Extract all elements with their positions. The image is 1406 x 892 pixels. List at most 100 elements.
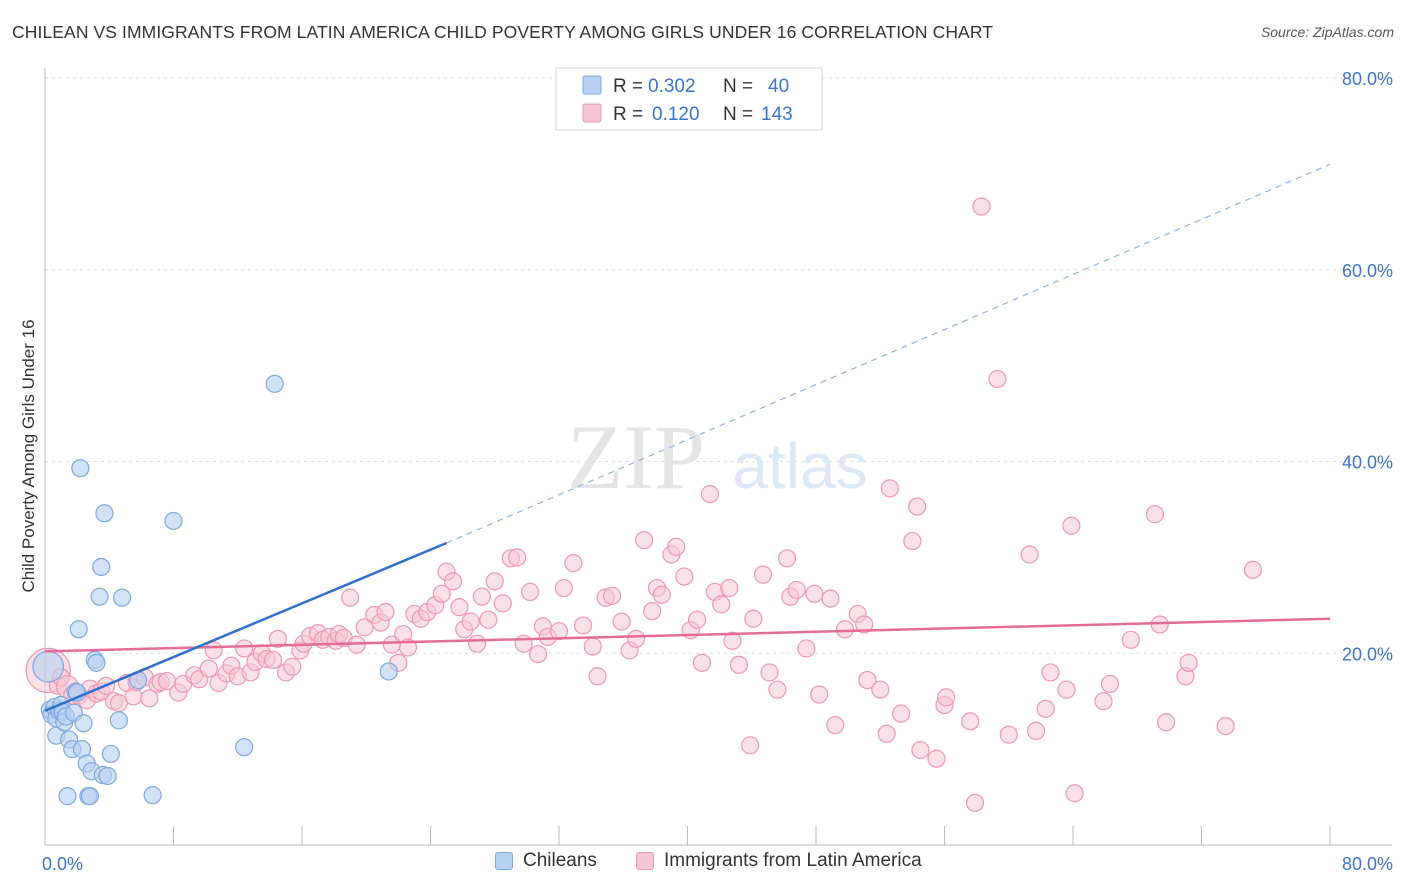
immigrants-point-112: [768, 680, 787, 699]
immigrants-point-49: [341, 588, 360, 607]
trend-layer: [44, 163, 1331, 712]
chart-title: CHILEAN VS IMMIGRANTS FROM LATIN AMERICA…: [12, 22, 994, 42]
immigrants-point-125: [871, 680, 890, 699]
legend-r-label-pink: R =: [613, 104, 643, 125]
chileans-point-23: [80, 787, 100, 806]
immigrants-point-108: [741, 736, 760, 755]
y-axis-label: Child Poverty Among Girls Under 16: [19, 319, 38, 592]
legend-swatch-pink: [582, 103, 602, 123]
immigrants-point-138: [988, 369, 1007, 389]
immigrants-point-119: [821, 589, 840, 608]
y-tick-label-2: 60.0%: [1342, 261, 1393, 281]
zipatlas-watermark: ZIP atlas: [567, 406, 868, 508]
immigrants-point-151: [1150, 615, 1169, 634]
legend-r-value-pink: 0.120: [652, 104, 700, 125]
immigrants-point-135: [961, 712, 980, 731]
source-label: Source: ZipAtlas.com: [1260, 24, 1394, 40]
chileans-point-28: [92, 557, 111, 577]
chileans-point-26: [87, 653, 106, 672]
immigrants-point-84: [573, 616, 593, 635]
immigrants-point-107: [729, 655, 749, 674]
immigrants-point-77: [520, 582, 540, 601]
chileans-point-32: [101, 744, 120, 764]
immigrants-point-116: [797, 639, 816, 658]
legend-n-label-blue: N =: [723, 76, 753, 97]
immigrants-point-156: [1243, 560, 1263, 579]
immigrants-point-98: [675, 567, 694, 586]
immigrants-point-89: [612, 612, 631, 631]
chileans-point-18: [71, 459, 90, 478]
immigrants-point-70: [472, 587, 491, 606]
immigrants-point-88: [602, 586, 622, 605]
immigrants-point-136: [965, 793, 985, 812]
immigrants-point-85: [583, 637, 602, 656]
immigrants-point-129: [903, 531, 922, 551]
chileans-point-39: [265, 374, 284, 393]
immigrants-point-25: [199, 659, 218, 678]
immigrants-point-92: [635, 531, 654, 550]
immigrants-point-109: [744, 609, 763, 628]
legend-swatch-chileans: [495, 852, 513, 870]
immigrants-point-140: [1020, 545, 1039, 564]
immigrants-point-145: [1062, 516, 1081, 535]
immigrants-point-139: [999, 725, 1018, 744]
immigrants-point-68: [461, 612, 480, 631]
immigrants-point-149: [1121, 630, 1140, 649]
immigrants-point-73: [493, 594, 512, 613]
chileans-point-33: [109, 711, 128, 730]
immigrants-trend-line: [44, 617, 1331, 653]
legend-item-chileans: Chileans: [495, 850, 597, 872]
chileans-point-36: [143, 786, 162, 805]
watermark-zip: ZIP: [567, 406, 705, 508]
immigrants-point-104: [712, 595, 731, 614]
immigrants-point-123: [855, 615, 874, 634]
immigrants-point-150: [1145, 505, 1165, 524]
immigrants-point-101: [692, 653, 712, 672]
immigrants-point-81: [549, 622, 569, 641]
immigrants-point-152: [1157, 713, 1176, 732]
immigrants-point-131: [911, 740, 930, 760]
immigrants-point-105: [720, 578, 739, 598]
immigrants-point-83: [564, 554, 583, 573]
legend-r-label-blue: R =: [613, 76, 643, 97]
immigrants-point-26: [204, 641, 223, 660]
immigrants-point-121: [835, 620, 855, 639]
y-tick-label-0: 20.0%: [1342, 644, 1393, 664]
immigrants-point-95: [652, 585, 671, 604]
immigrants-point-66: [450, 598, 469, 617]
immigrants-point-82: [554, 578, 573, 598]
immigrants-point-39: [283, 657, 302, 676]
legend-label-immigrants: Immigrants from Latin America: [664, 850, 922, 871]
chileans-point-40: [379, 662, 398, 681]
chileans-trend-line: [44, 541, 448, 712]
legend-item-immigrants: Immigrants from Latin America: [636, 850, 922, 872]
immigrants-point-110: [753, 565, 773, 584]
tick-labels: 20.0% 40.0% 60.0% 80.0% 0.0% 80.0%: [42, 69, 1393, 874]
immigrants-point-117: [805, 584, 824, 603]
immigrants-point-128: [892, 704, 911, 723]
immigrants-point-36: [263, 650, 283, 670]
legend-n-value-pink: 143: [761, 104, 793, 125]
immigrants-point-127: [880, 479, 899, 498]
legend-r-value-blue: 0.302: [648, 76, 696, 97]
immigrants-point-76: [514, 634, 533, 653]
immigrants-point-144: [1057, 680, 1076, 699]
chileans-point-37: [164, 511, 183, 531]
immigrants-point-93: [643, 601, 662, 621]
immigrants-point-118: [810, 685, 829, 704]
immigrants-point-126: [877, 724, 896, 743]
immigrants-point-63: [432, 584, 451, 603]
legend-label-chileans: Chileans: [523, 850, 597, 871]
immigrants-point-106: [723, 631, 742, 650]
immigrants-point-54: [376, 602, 395, 622]
chileans-point-34: [112, 588, 132, 607]
pink-points: [25, 197, 1263, 812]
immigrants-point-111: [760, 663, 779, 682]
immigrants-point-72: [485, 572, 504, 591]
immigrants-point-91: [626, 629, 646, 648]
immigrants-point-78: [529, 645, 548, 664]
legend-n-value-blue: 40: [768, 76, 789, 97]
watermark-atlas: atlas: [732, 430, 867, 502]
axis-layer: [44, 68, 1392, 846]
